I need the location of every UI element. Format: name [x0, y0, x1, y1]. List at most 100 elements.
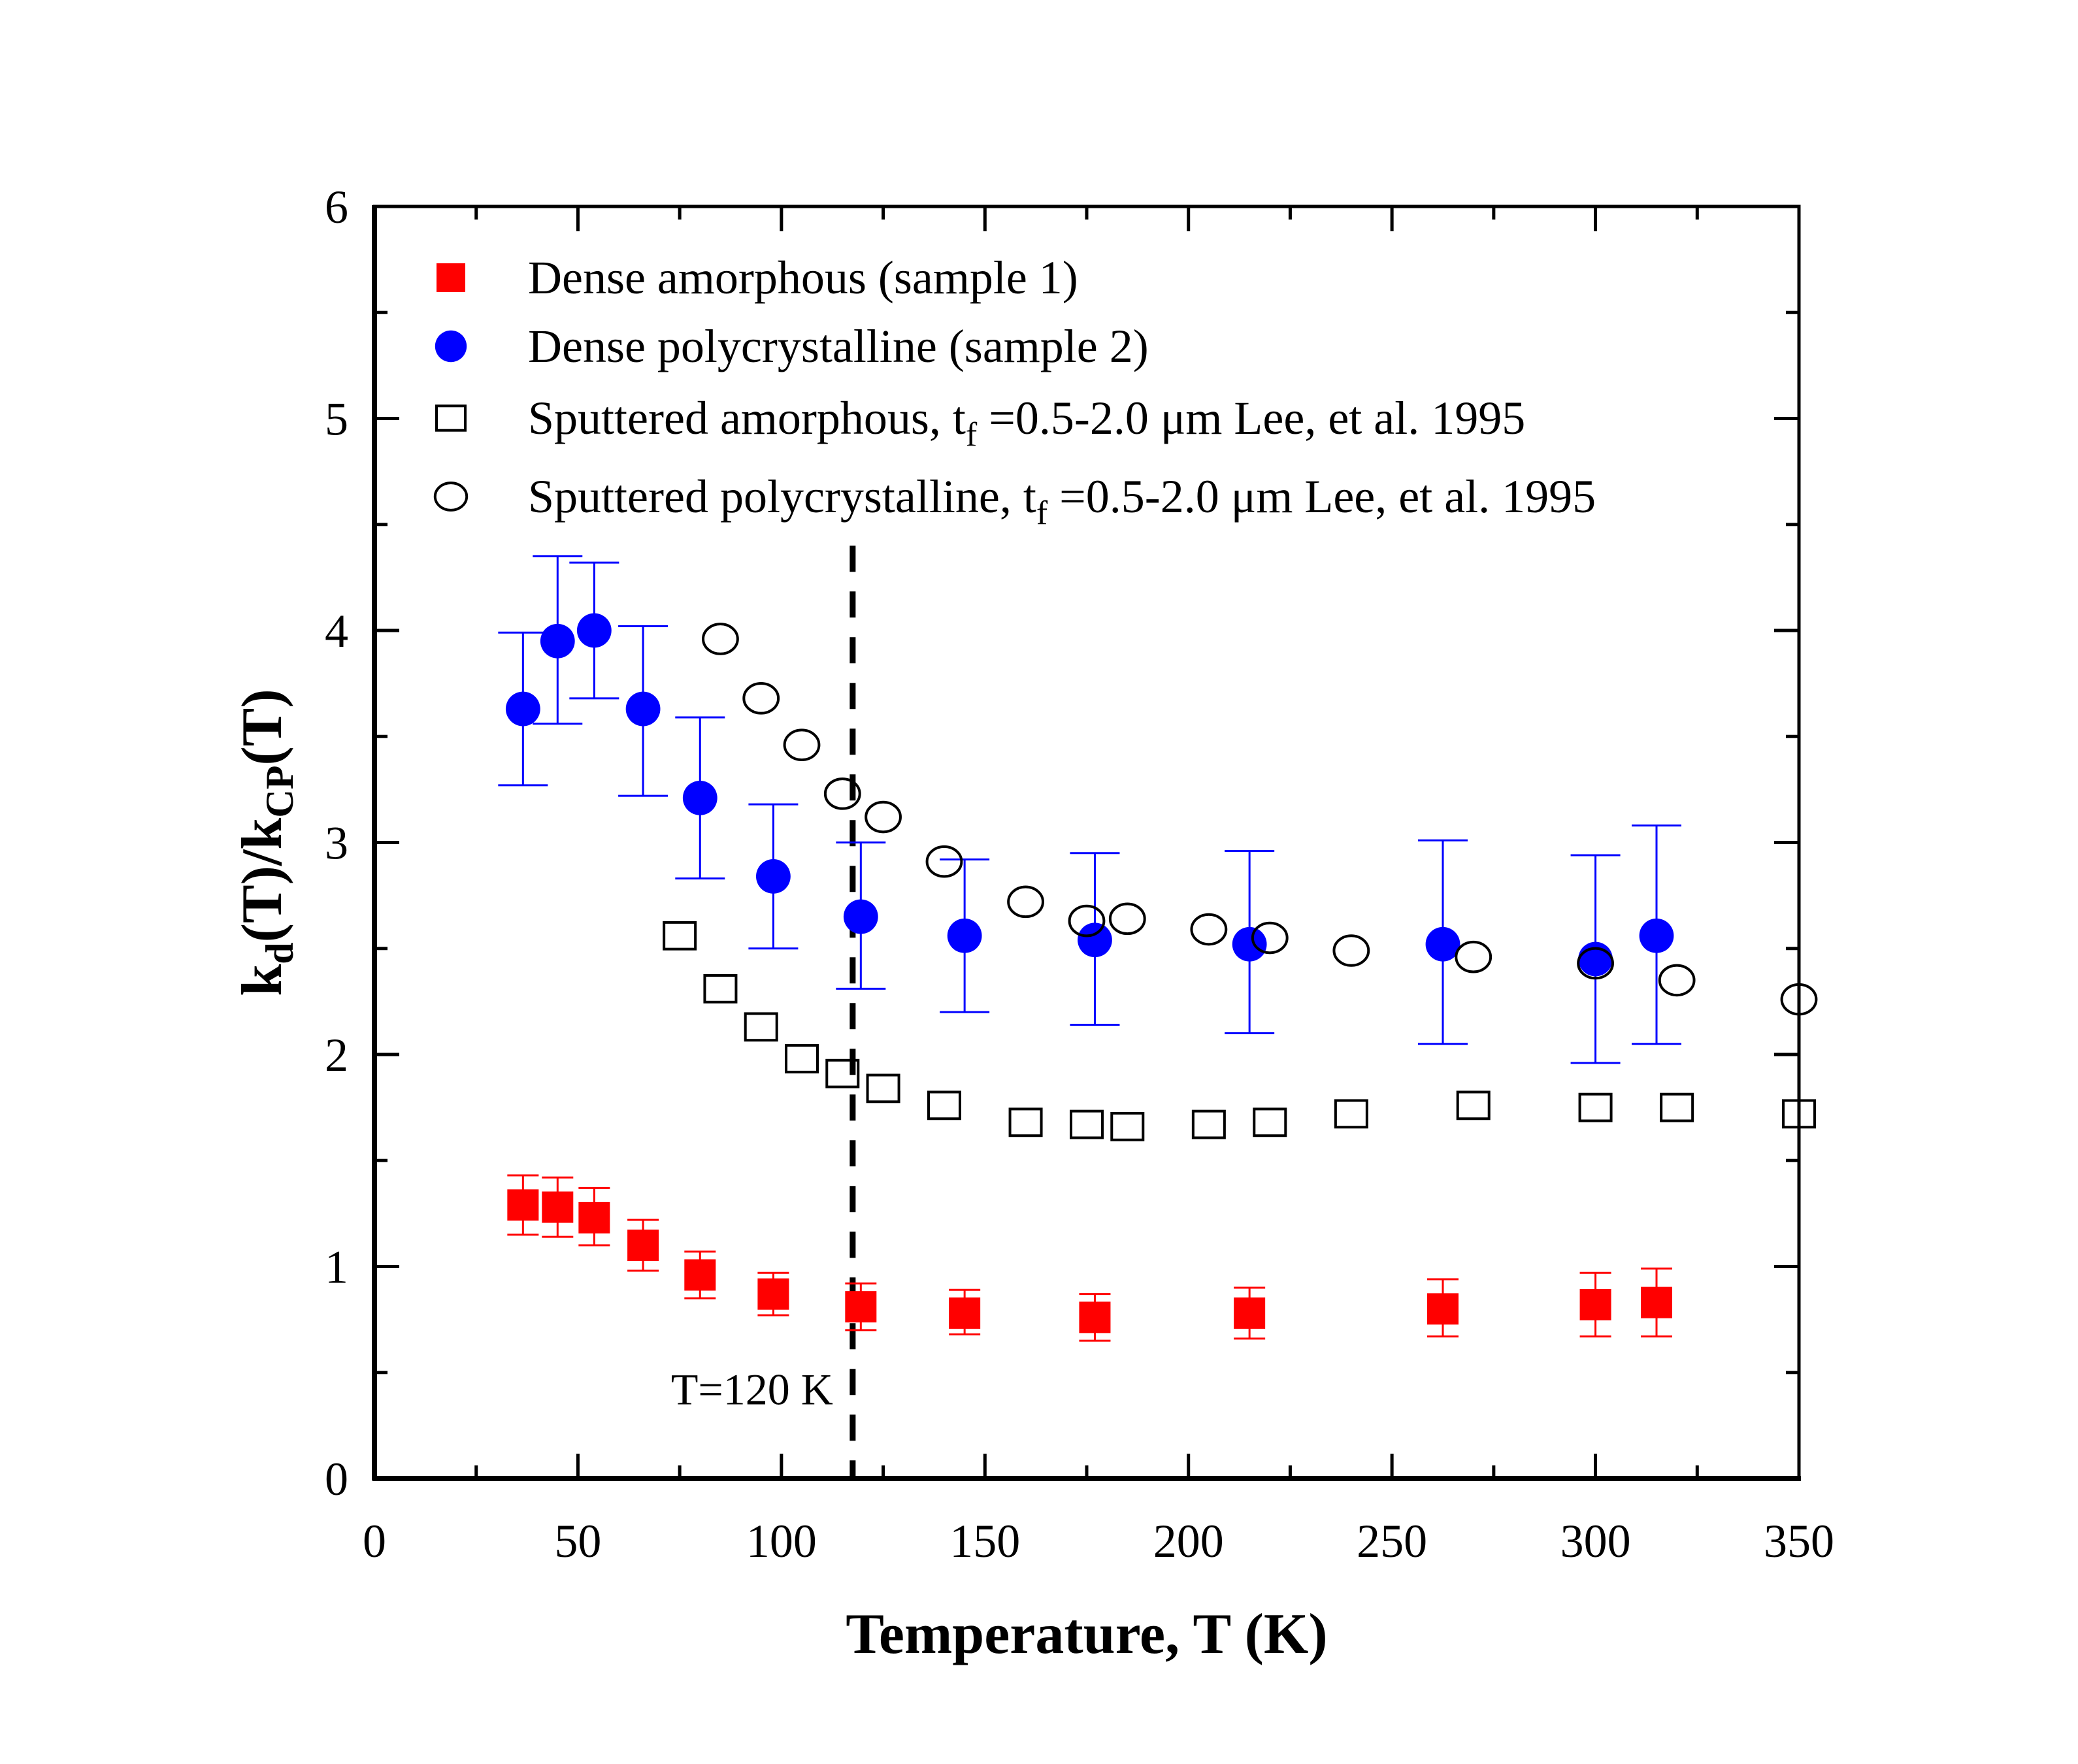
data-point-filled-circle — [625, 691, 661, 727]
data-point-filled-square — [542, 1191, 574, 1223]
data-point-filled-square — [627, 1230, 659, 1262]
x-tick-label: 300 — [1560, 1515, 1631, 1567]
data-point-filled-square — [1079, 1301, 1111, 1333]
legend-label: Dense polycrystalline (sample 2) — [528, 320, 1149, 372]
data-point-filled-square — [1427, 1293, 1459, 1325]
data-point-filled-circle — [756, 859, 791, 894]
legend-label-rest: =0.5-2.0 μm Lee, et al. 1995 — [1047, 470, 1596, 523]
data-point-open-square — [1456, 1090, 1491, 1120]
data-point-filled-circle — [1639, 918, 1674, 953]
y-tick-label: 2 — [325, 1029, 348, 1081]
data-point-open-square — [1334, 1099, 1368, 1129]
annotation-label: T=120 K — [671, 1364, 833, 1414]
y-axis-title-k: k — [231, 964, 294, 996]
x-axis-title: Temperature, T (K) — [846, 1603, 1327, 1666]
data-markers — [505, 613, 1818, 1333]
data-point-open-square — [785, 1044, 819, 1073]
data-point-filled-circle — [1578, 941, 1613, 977]
data-point-open-circle — [1190, 913, 1228, 946]
y-axis-title-end: (T) — [231, 689, 294, 765]
y-axis-title-sub1: d — [258, 942, 301, 964]
data-point-open-square — [1578, 1092, 1613, 1122]
data-point-open-square — [825, 1058, 860, 1088]
data-point-filled-circle — [540, 623, 575, 659]
data-point-filled-circle — [576, 613, 612, 648]
legend-label-text: Sputtered polycrystalline, t — [528, 470, 1036, 523]
data-point-open-square — [1782, 1099, 1816, 1129]
data-point-filled-square — [684, 1259, 716, 1291]
x-tick-label: 100 — [746, 1515, 817, 1567]
data-point-filled-square — [845, 1291, 877, 1323]
x-tick-label: 50 — [554, 1515, 601, 1567]
legend-label: Sputtered polycrystalline, tf =0.5-2.0 μ… — [528, 470, 1596, 532]
data-point-open-circle — [1007, 885, 1044, 919]
data-point-open-circle — [1658, 964, 1696, 997]
data-point-open-square — [1660, 1092, 1694, 1122]
annotation-layer: T=120 K — [671, 546, 856, 1478]
data-point-filled-square — [1234, 1297, 1266, 1329]
y-tick-label: 4 — [325, 605, 348, 657]
data-point-open-square — [703, 974, 738, 1004]
data-point-filled-square — [949, 1297, 981, 1329]
legend-label-text: Dense polycrystalline (sample 2) — [528, 320, 1149, 372]
legend-marker-open-square — [435, 404, 467, 432]
x-tick-label: 250 — [1357, 1515, 1427, 1567]
y-axis-title: kd(T)/kCP(T) — [231, 689, 301, 996]
data-point-filled-circle — [1232, 926, 1267, 962]
legend: Dense amorphous (sample 1) Dense polycrys… — [433, 252, 1596, 532]
data-point-open-square — [1070, 1109, 1104, 1139]
legend-label: Dense amorphous (sample 1) — [528, 252, 1078, 304]
data-point-open-circle — [1332, 934, 1370, 967]
legend-marker-filled-square — [437, 263, 465, 292]
data-point-filled-square — [757, 1278, 789, 1310]
data-point-filled-circle — [843, 899, 878, 934]
y-tick-label: 6 — [325, 181, 348, 233]
data-point-open-square — [1008, 1107, 1043, 1137]
x-tick-label: 200 — [1153, 1515, 1224, 1567]
data-point-filled-square — [1579, 1288, 1611, 1320]
data-point-filled-circle — [1078, 923, 1112, 958]
data-point-open-circle — [783, 728, 821, 762]
legend-label-subscript: f — [966, 416, 978, 453]
data-point-open-square — [927, 1090, 961, 1120]
data-point-open-circle — [925, 845, 963, 878]
legend-label-rest: =0.5-2.0 μm Lee, et al. 1995 — [977, 392, 1525, 444]
data-point-open-circle — [702, 623, 739, 655]
x-tick-label: 150 — [949, 1515, 1020, 1567]
data-point-filled-circle — [1425, 926, 1460, 962]
legend-marker-open-circle — [433, 482, 469, 512]
data-point-open-circle — [742, 682, 780, 715]
data-point-open-circle — [1577, 947, 1614, 980]
data-point-open-square — [866, 1073, 900, 1103]
data-point-filled-circle — [682, 780, 717, 815]
data-point-filled-square — [507, 1189, 539, 1221]
legend-label-text: Dense amorphous (sample 1) — [528, 252, 1078, 304]
legend-label: Sputtered amorphous, tf =0.5-2.0 μm Lee,… — [528, 392, 1525, 453]
y-tick-label: 5 — [325, 393, 348, 446]
y-axis-title-sub2: CP — [258, 766, 301, 818]
legend-label-text: Sputtered amorphous, t — [528, 392, 966, 444]
data-point-filled-square — [1641, 1286, 1672, 1318]
data-point-open-square — [1253, 1107, 1287, 1137]
x-tick-label: 350 — [1764, 1515, 1834, 1567]
y-axis-title-mid: (T)/k — [231, 818, 294, 943]
y-tick-label: 0 — [325, 1453, 348, 1505]
data-point-open-square — [1110, 1111, 1145, 1141]
axis-tick-labels: 0 50 100 150 200 250 300 350 0 1 2 3 4 5 6 — [325, 181, 1834, 1567]
data-point-filled-circle — [947, 918, 982, 953]
y-tick-label: 3 — [325, 817, 348, 870]
data-point-open-square — [1191, 1109, 1226, 1139]
y-tick-label: 1 — [325, 1241, 348, 1294]
data-point-open-circle — [1455, 940, 1493, 973]
legend-marker-filled-circle — [435, 330, 467, 363]
x-tick-label: 0 — [363, 1515, 386, 1567]
data-point-open-square — [744, 1012, 778, 1042]
data-point-filled-square — [578, 1201, 610, 1233]
data-point-open-circle — [1251, 921, 1289, 955]
data-point-open-circle — [1068, 904, 1106, 938]
axis-ticks — [372, 204, 1801, 1480]
data-point-open-circle — [823, 777, 861, 810]
legend-label-subscript: f — [1036, 495, 1048, 532]
data-point-open-circle — [865, 800, 902, 834]
